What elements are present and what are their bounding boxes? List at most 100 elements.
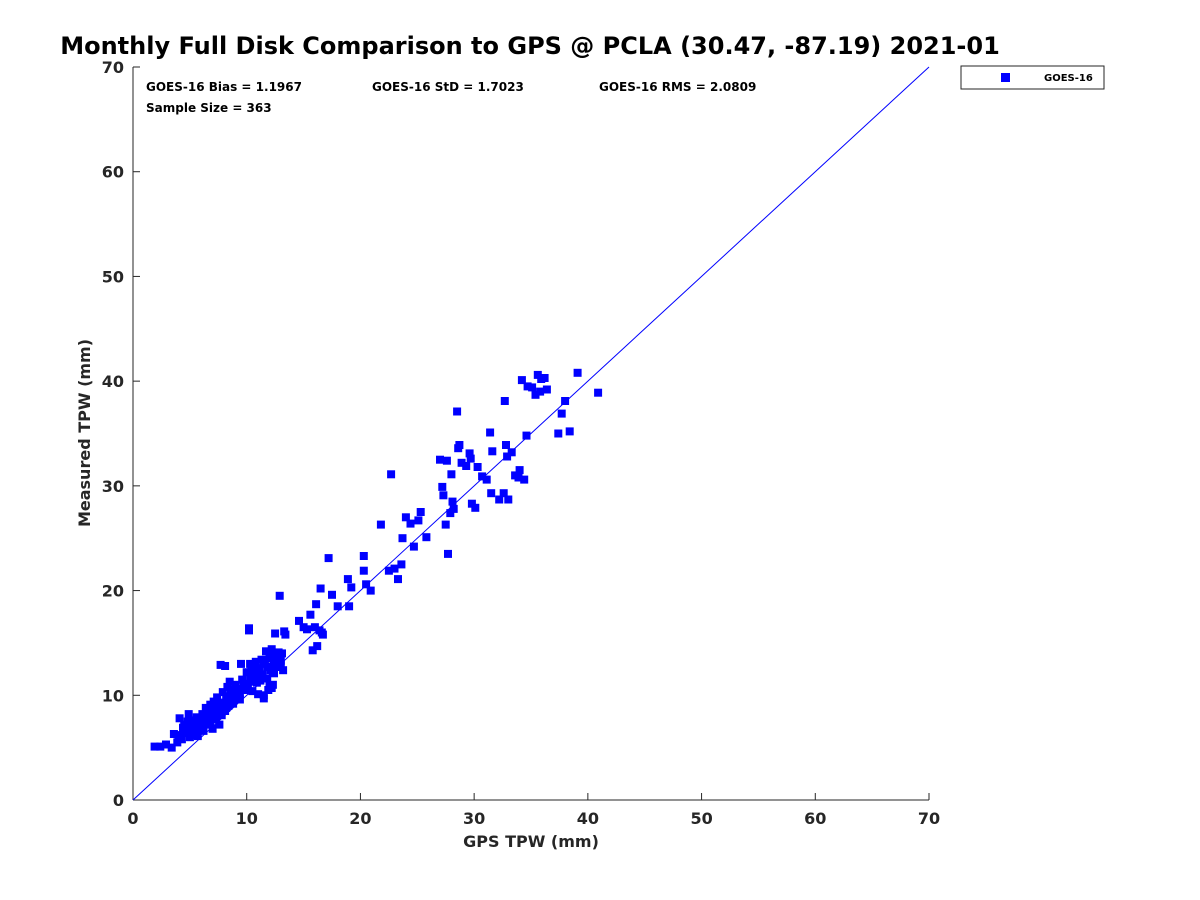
data-point [267, 645, 276, 654]
data-point [390, 564, 399, 573]
data-point [482, 475, 491, 484]
chart-title: Monthly Full Disk Comparison to GPS @ PC… [60, 32, 1000, 60]
data-point [267, 684, 276, 692]
data-point [457, 458, 466, 467]
data-point [442, 456, 451, 465]
data-point [202, 711, 211, 720]
data-point [554, 429, 563, 438]
data-point [225, 692, 234, 701]
data-point [398, 534, 407, 543]
data-point [366, 586, 375, 595]
data-point [504, 495, 513, 504]
data-point [173, 738, 182, 747]
y-tick-label: 40 [102, 372, 124, 391]
data-point [209, 705, 218, 714]
data-point [270, 658, 278, 667]
data-point [462, 462, 471, 470]
data-point [204, 707, 213, 715]
data-point [488, 447, 497, 456]
data-point [359, 566, 368, 575]
data-point [384, 566, 393, 575]
data-point [536, 387, 545, 396]
data-point [246, 659, 255, 668]
data-point [254, 690, 263, 699]
data-point [502, 441, 510, 449]
data-point [517, 376, 526, 385]
data-point [312, 600, 321, 609]
data-point [565, 427, 574, 436]
data-point [406, 519, 415, 528]
data-point [249, 677, 258, 686]
plot-area: 0 10 20 30 40 50 60 70 0 10 20 30 40 50 60 70 [102, 58, 940, 828]
x-tick-label: 40 [577, 809, 599, 828]
data-point [192, 724, 201, 733]
data-point [387, 470, 396, 479]
data-point [223, 682, 232, 691]
data-point [156, 742, 165, 751]
stat-sample-size: Sample Size = 363 [146, 101, 272, 115]
data-point [235, 695, 244, 704]
data-point [232, 685, 241, 693]
data-point [196, 715, 205, 724]
stat-bias: GOES-16 Bias = 1.1967 [146, 80, 302, 94]
y-tick-label: 50 [102, 267, 124, 286]
data-point [216, 660, 225, 669]
data-point [187, 727, 195, 736]
x-tick-label: 30 [463, 809, 485, 828]
data-point [347, 583, 356, 592]
data-point [215, 720, 224, 729]
data-point [394, 575, 402, 584]
data-point [182, 729, 191, 737]
data-point [246, 673, 255, 682]
data-point [449, 504, 458, 513]
data-point [150, 742, 159, 751]
data-point [500, 397, 509, 405]
data-point [222, 703, 231, 712]
data-point [447, 470, 456, 479]
x-tick-label: 0 [127, 809, 138, 828]
data-point [218, 688, 227, 697]
data-point [471, 503, 480, 512]
data-point [478, 472, 487, 481]
data-point [487, 489, 496, 498]
data-point [199, 722, 208, 731]
data-point [473, 463, 482, 471]
y-tick-label: 70 [102, 58, 124, 77]
data-point [189, 719, 198, 728]
data-point [594, 388, 603, 397]
data-point [279, 666, 288, 675]
data-point [263, 663, 272, 671]
x-tick-label: 20 [349, 809, 371, 828]
data-point [235, 689, 244, 698]
data-point [266, 654, 275, 663]
data-point [318, 630, 327, 639]
y-tick-label: 30 [102, 477, 124, 496]
data-point [557, 409, 566, 418]
data-point [528, 383, 537, 392]
data-point [507, 448, 516, 457]
data-point [176, 731, 185, 740]
legend-label: GOES-16 [1044, 73, 1093, 84]
data-point [248, 664, 257, 673]
y-tick-label: 60 [102, 163, 124, 182]
data-point [455, 441, 464, 449]
data-point [409, 542, 418, 551]
data-point [467, 499, 476, 508]
data-point [183, 717, 192, 726]
data-point [252, 665, 261, 674]
data-point [362, 580, 371, 589]
data-point [276, 656, 285, 665]
data-point [251, 657, 260, 666]
data-point [531, 390, 540, 399]
data-point [522, 431, 531, 440]
data-point [542, 385, 551, 394]
data-point [333, 602, 342, 611]
data-point [486, 428, 495, 437]
data-point [343, 575, 352, 584]
legend-marker [1001, 73, 1010, 82]
data-point [453, 407, 462, 416]
data-point [280, 627, 289, 636]
data-point [438, 482, 447, 491]
data-point [245, 624, 253, 633]
